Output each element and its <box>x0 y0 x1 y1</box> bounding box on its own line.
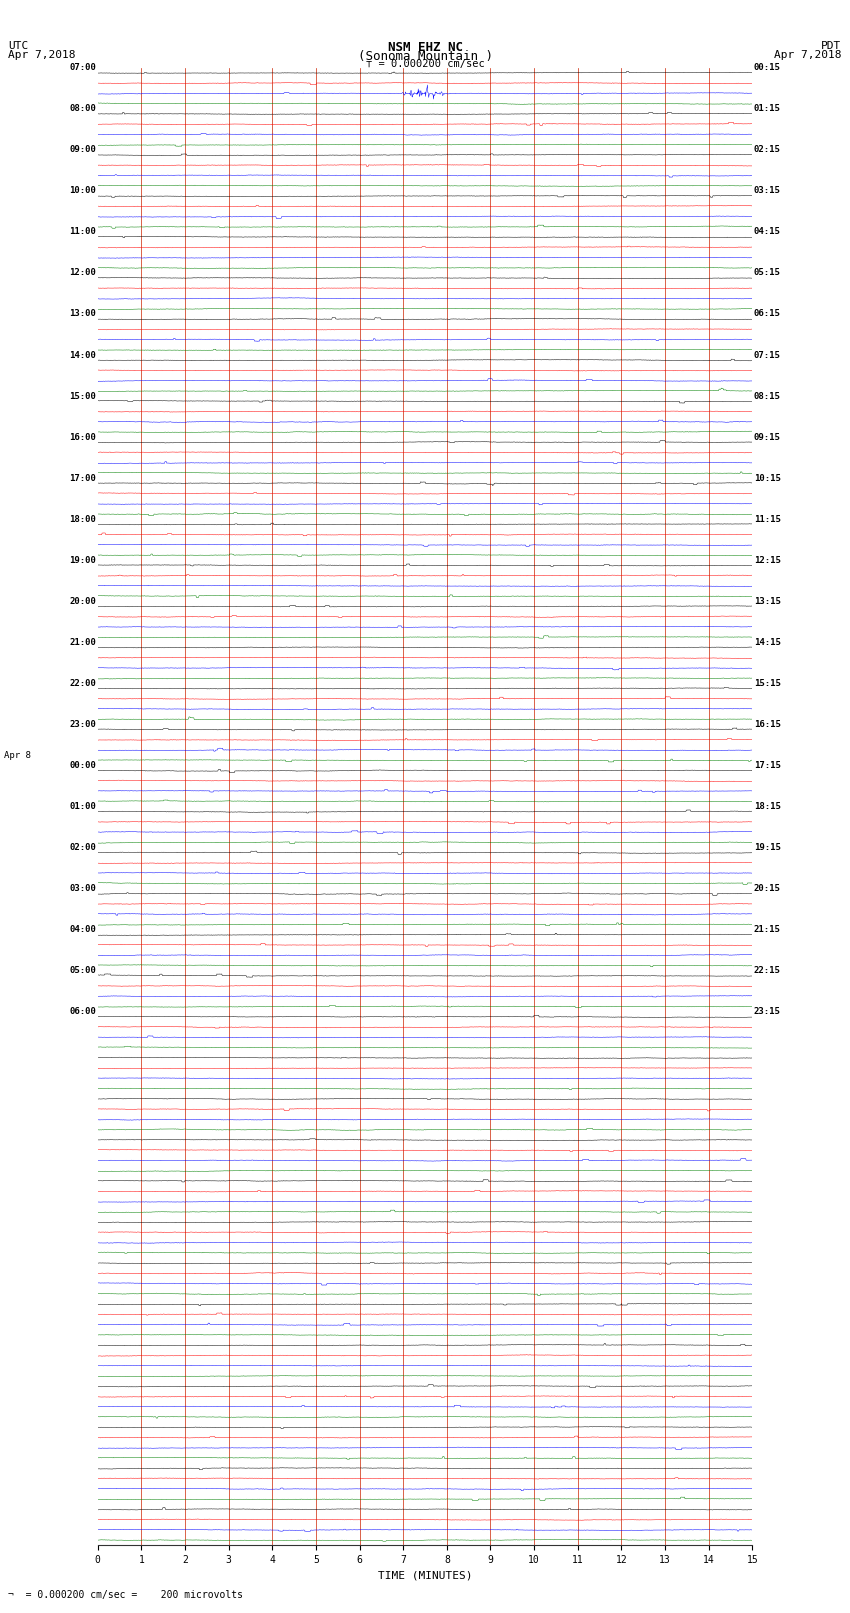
Text: 21:00: 21:00 <box>69 637 96 647</box>
Text: 22:15: 22:15 <box>754 966 781 976</box>
Text: 08:15: 08:15 <box>754 392 781 400</box>
X-axis label: TIME (MINUTES): TIME (MINUTES) <box>377 1571 473 1581</box>
Text: 18:00: 18:00 <box>69 515 96 524</box>
Text: 22:00: 22:00 <box>69 679 96 687</box>
Text: 21:15: 21:15 <box>754 926 781 934</box>
Text: 12:15: 12:15 <box>754 556 781 565</box>
Text: 09:00: 09:00 <box>69 145 96 155</box>
Text: 07:15: 07:15 <box>754 350 781 360</box>
Text: ⊤ = 0.000200 cm/sec: ⊤ = 0.000200 cm/sec <box>366 58 484 69</box>
Text: UTC: UTC <box>8 40 29 52</box>
Text: 20:15: 20:15 <box>754 884 781 894</box>
Text: 04:00: 04:00 <box>69 926 96 934</box>
Text: Apr 7,2018: Apr 7,2018 <box>774 50 842 60</box>
Text: (Sonoma Mountain ): (Sonoma Mountain ) <box>358 50 492 63</box>
Text: 18:15: 18:15 <box>754 802 781 811</box>
Text: 03:00: 03:00 <box>69 884 96 894</box>
Text: 19:00: 19:00 <box>69 556 96 565</box>
Text: 13:15: 13:15 <box>754 597 781 606</box>
Text: 06:00: 06:00 <box>69 1007 96 1016</box>
Text: 16:00: 16:00 <box>69 432 96 442</box>
Text: 15:15: 15:15 <box>754 679 781 687</box>
Text: 23:00: 23:00 <box>69 719 96 729</box>
Text: 00:15: 00:15 <box>754 63 781 73</box>
Text: 14:00: 14:00 <box>69 350 96 360</box>
Text: 00:00: 00:00 <box>69 761 96 769</box>
Text: 08:00: 08:00 <box>69 105 96 113</box>
Text: 17:00: 17:00 <box>69 474 96 482</box>
Text: 02:15: 02:15 <box>754 145 781 155</box>
Text: ¬  = 0.000200 cm/sec =    200 microvolts: ¬ = 0.000200 cm/sec = 200 microvolts <box>8 1590 243 1600</box>
Text: 09:15: 09:15 <box>754 432 781 442</box>
Text: 11:00: 11:00 <box>69 227 96 237</box>
Text: 02:00: 02:00 <box>69 844 96 852</box>
Text: 05:15: 05:15 <box>754 268 781 277</box>
Text: 03:15: 03:15 <box>754 187 781 195</box>
Text: 13:00: 13:00 <box>69 310 96 318</box>
Text: 01:00: 01:00 <box>69 802 96 811</box>
Text: NSM EHZ NC: NSM EHZ NC <box>388 40 462 55</box>
Text: 10:15: 10:15 <box>754 474 781 482</box>
Text: 07:00: 07:00 <box>69 63 96 73</box>
Text: 01:15: 01:15 <box>754 105 781 113</box>
Text: 14:15: 14:15 <box>754 637 781 647</box>
Text: 23:15: 23:15 <box>754 1007 781 1016</box>
Text: 19:15: 19:15 <box>754 844 781 852</box>
Text: Apr 7,2018: Apr 7,2018 <box>8 50 76 60</box>
Text: PDT: PDT <box>821 40 842 52</box>
Text: 17:15: 17:15 <box>754 761 781 769</box>
Text: 20:00: 20:00 <box>69 597 96 606</box>
Text: 16:15: 16:15 <box>754 719 781 729</box>
Text: Apr 8: Apr 8 <box>4 752 31 760</box>
Text: 15:00: 15:00 <box>69 392 96 400</box>
Text: 12:00: 12:00 <box>69 268 96 277</box>
Text: 11:15: 11:15 <box>754 515 781 524</box>
Text: 06:15: 06:15 <box>754 310 781 318</box>
Text: 10:00: 10:00 <box>69 187 96 195</box>
Text: 04:15: 04:15 <box>754 227 781 237</box>
Text: 05:00: 05:00 <box>69 966 96 976</box>
